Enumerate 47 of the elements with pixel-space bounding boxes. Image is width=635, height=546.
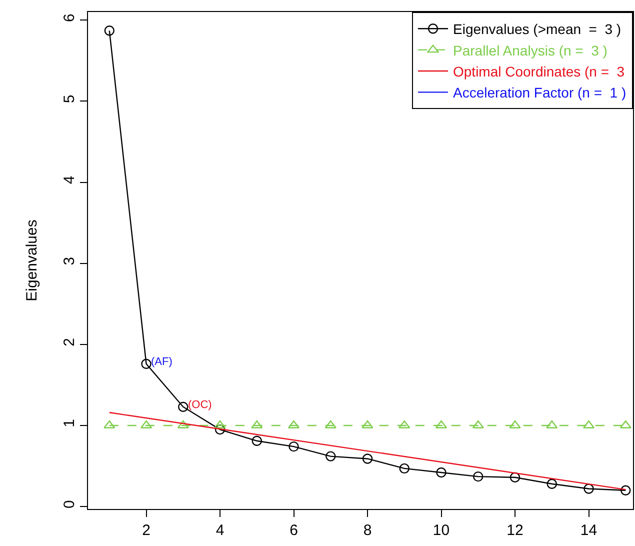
x-tick-label: 8 <box>363 522 372 539</box>
legend-label: Optimal Coordinates (n = 3 <box>453 63 625 80</box>
point <box>546 420 558 428</box>
point <box>251 420 263 428</box>
point <box>509 420 521 428</box>
x-tick-label: 14 <box>580 522 598 539</box>
x-tick-label: 12 <box>506 522 524 539</box>
legend-label: Eigenvalues (>mean = 3 ) <box>453 21 622 38</box>
point <box>104 26 114 36</box>
point <box>214 424 226 435</box>
point <box>141 358 152 369</box>
point <box>436 467 446 478</box>
y-tick-label: 0 <box>61 500 78 508</box>
point <box>177 420 189 428</box>
point <box>178 402 188 412</box>
legend-label: Parallel Analysis (n = 3 ) <box>453 42 608 58</box>
annotation: (AF) <box>151 356 172 368</box>
point <box>399 463 410 474</box>
point <box>510 472 520 482</box>
y-tick-label: 6 <box>61 14 78 22</box>
point <box>584 484 594 494</box>
y-tick-label: 5 <box>61 94 78 104</box>
point <box>324 420 336 428</box>
y-tick-label: 1 <box>61 419 78 428</box>
point <box>326 451 336 462</box>
annotation: (OC) <box>188 399 212 411</box>
x-tick-label: 4 <box>216 522 224 539</box>
point <box>473 471 484 482</box>
point <box>620 420 632 428</box>
point <box>398 420 410 428</box>
point <box>362 420 374 428</box>
point <box>362 454 373 464</box>
point <box>104 420 116 428</box>
point <box>620 485 631 496</box>
y-tick-label: 2 <box>61 338 78 346</box>
y-tick-label: 4 <box>61 176 78 184</box>
x-tick-label: 2 <box>142 522 150 539</box>
legend-label: Acceleration Factor (n = 1 ) <box>453 84 626 101</box>
point <box>252 436 262 446</box>
point <box>546 478 557 489</box>
x-tick-label: 6 <box>290 522 298 539</box>
point <box>472 420 484 428</box>
y-tick-label: 3 <box>61 256 78 266</box>
point <box>214 420 226 428</box>
y-axis-title: Eigenvalues <box>23 220 40 302</box>
x-tick-label: 10 <box>432 522 450 539</box>
point <box>288 441 299 452</box>
